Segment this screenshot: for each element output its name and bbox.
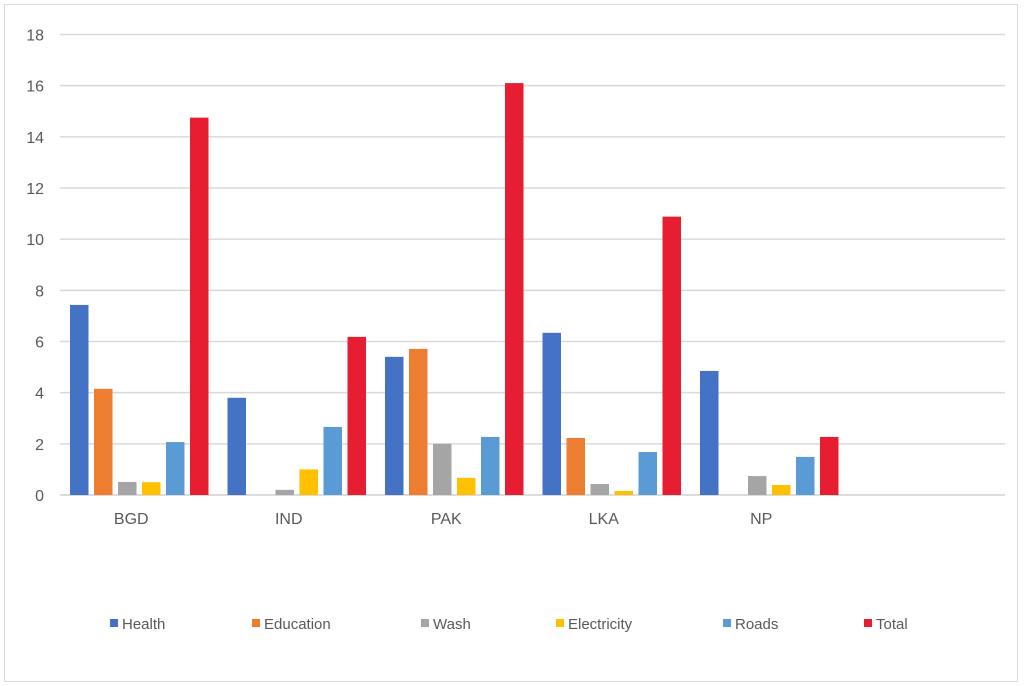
bar-wash-ind — [275, 489, 294, 495]
legend-label: Health — [122, 616, 165, 633]
legend-swatch — [421, 619, 429, 627]
bar-total-bgd — [190, 117, 209, 495]
legend-swatch — [556, 619, 564, 627]
bar-total-pak — [505, 83, 524, 495]
bar-education-lka — [566, 437, 585, 495]
y-tick-label: 18 — [26, 28, 44, 45]
legend-label: Electricity — [568, 616, 633, 633]
legend-swatch — [723, 619, 731, 627]
x-tick-label: BGD — [114, 511, 149, 528]
legend-label: Wash — [433, 616, 471, 633]
bar-health-bgd — [70, 304, 89, 495]
x-tick-label: PAK — [431, 511, 462, 528]
bar-total-np — [820, 436, 839, 495]
bar-electricity-ind — [299, 469, 318, 495]
bar-electricity-pak — [457, 477, 476, 495]
legend-label: Total — [876, 616, 908, 633]
bar-health-lka — [542, 332, 561, 495]
bar-roads-ind — [323, 426, 342, 495]
bar-total-ind — [347, 336, 366, 495]
bar-wash-lka — [590, 483, 609, 495]
bar-wash-bgd — [118, 481, 137, 495]
y-tick-label: 10 — [26, 232, 44, 249]
bar-roads-np — [796, 456, 815, 495]
legend-swatch — [110, 619, 118, 627]
bar-education-bgd — [94, 388, 113, 495]
x-tick-label: NP — [750, 511, 772, 528]
bar-health-ind — [227, 397, 246, 495]
bar-wash-np — [748, 476, 767, 495]
y-tick-label: 0 — [35, 488, 44, 505]
bar-electricity-np — [772, 485, 791, 495]
bar-health-pak — [385, 356, 404, 495]
legend-label: Roads — [735, 616, 778, 633]
y-tick-label: 14 — [26, 130, 44, 147]
bar-roads-pak — [481, 436, 500, 495]
legend-swatch — [864, 619, 872, 627]
y-tick-label: 4 — [35, 386, 44, 403]
x-tick-label: LKA — [589, 511, 620, 528]
bar-education-pak — [409, 348, 428, 495]
bar-wash-pak — [433, 443, 452, 495]
bar-health-np — [700, 370, 719, 495]
chart-frame — [4, 4, 1018, 682]
bar-electricity-bgd — [142, 482, 161, 495]
y-tick-label: 2 — [35, 437, 44, 454]
y-tick-label: 8 — [35, 283, 44, 300]
bar-roads-bgd — [166, 442, 185, 495]
y-tick-label: 6 — [35, 335, 44, 352]
y-tick-label: 12 — [26, 181, 44, 198]
bar-total-lka — [662, 216, 681, 496]
x-tick-label: IND — [275, 511, 303, 528]
y-tick-label: 16 — [26, 79, 44, 96]
bar-roads-lka — [638, 452, 657, 495]
legend-label: Education — [264, 616, 331, 633]
legend-swatch — [252, 619, 260, 627]
bar-electricity-lka — [614, 490, 633, 495]
